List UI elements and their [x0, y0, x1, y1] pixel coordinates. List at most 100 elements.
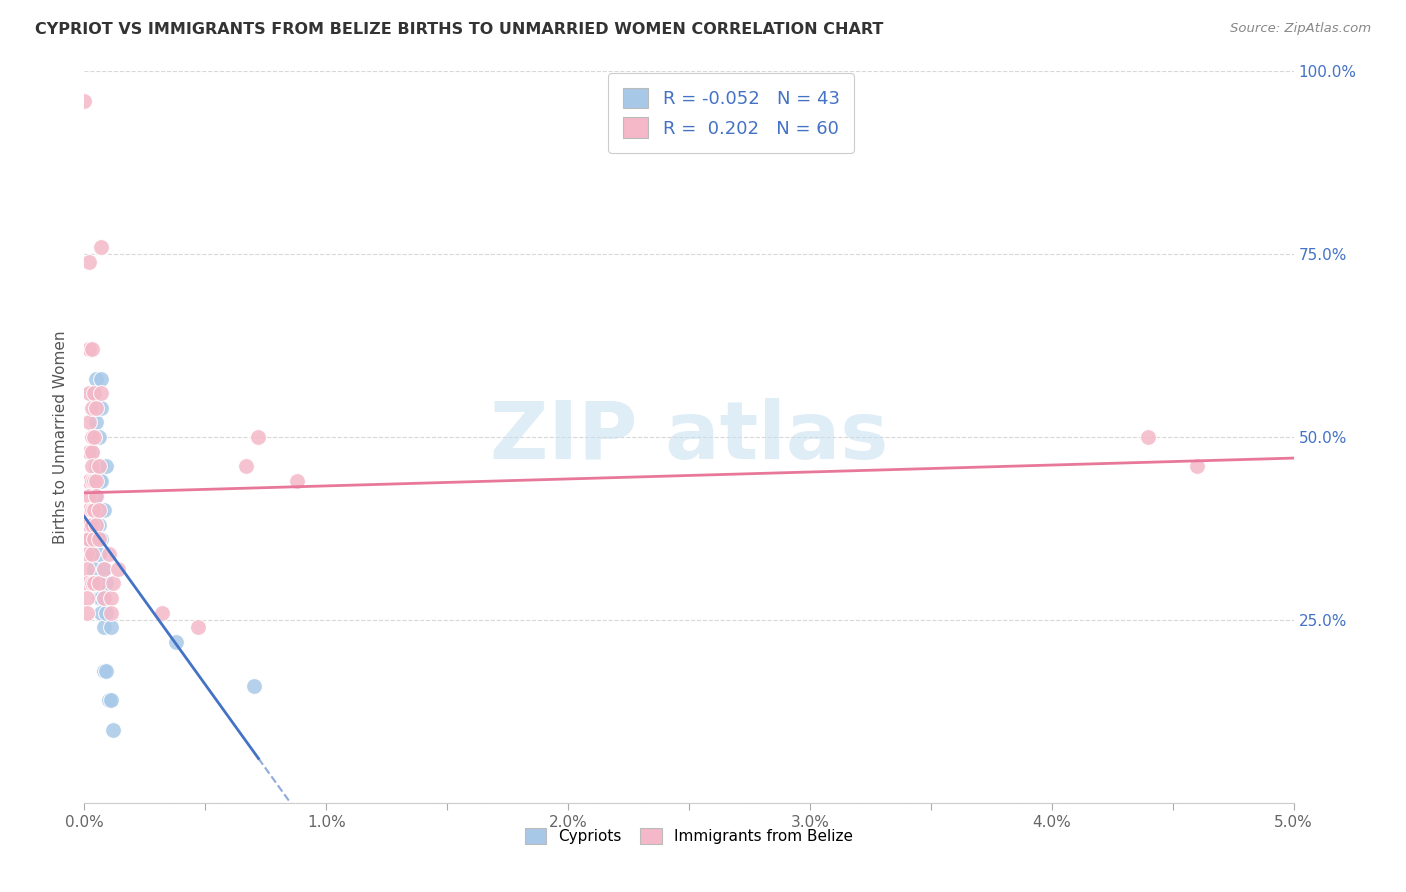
Text: ZIP atlas: ZIP atlas	[489, 398, 889, 476]
Point	[1185, 459, 1208, 474]
Point	[76, 503, 98, 517]
Legend: Cypriots, Immigrants from Belize: Cypriots, Immigrants from Belize	[519, 822, 859, 850]
Point	[77, 254, 100, 268]
Text: CYPRIOT VS IMMIGRANTS FROM BELIZE BIRTHS TO UNMARRIED WOMEN CORRELATION CHART: CYPRIOT VS IMMIGRANTS FROM BELIZE BIRTHS…	[35, 22, 883, 37]
Point	[86, 517, 108, 532]
Point	[87, 459, 110, 474]
Point	[87, 517, 110, 532]
Point	[76, 533, 98, 547]
Point	[87, 576, 110, 591]
Point	[77, 343, 100, 357]
Point	[86, 489, 108, 503]
Point	[93, 664, 115, 678]
Point	[80, 503, 103, 517]
Point	[83, 517, 105, 532]
Point	[76, 474, 98, 488]
Point	[83, 503, 105, 517]
Point	[86, 474, 108, 488]
Point	[90, 371, 112, 385]
Point	[93, 503, 115, 517]
Point	[285, 474, 308, 488]
Point	[86, 489, 108, 503]
Point	[76, 547, 98, 561]
Point	[80, 430, 103, 444]
Point	[80, 576, 103, 591]
Point	[87, 547, 110, 561]
Point	[90, 474, 112, 488]
Point	[94, 576, 117, 591]
Point	[93, 620, 115, 634]
Point	[80, 401, 103, 415]
Point	[86, 517, 108, 532]
Point	[165, 635, 187, 649]
Point	[93, 591, 115, 605]
Point	[247, 430, 270, 444]
Point	[103, 576, 125, 591]
Point	[80, 343, 103, 357]
Point	[90, 591, 112, 605]
Point	[86, 459, 108, 474]
Point	[90, 386, 112, 401]
Point	[103, 723, 125, 737]
Point	[80, 474, 103, 488]
Point	[80, 386, 103, 401]
Point	[77, 386, 100, 401]
Point	[90, 240, 112, 254]
Point	[86, 416, 108, 430]
Y-axis label: Births to Unmarried Women: Births to Unmarried Women	[53, 330, 69, 544]
Point	[73, 533, 96, 547]
Point	[94, 459, 117, 474]
Point	[87, 533, 110, 547]
Point	[100, 606, 122, 620]
Point	[90, 576, 112, 591]
Point	[80, 459, 103, 474]
Point	[76, 591, 98, 605]
Point	[97, 693, 120, 707]
Point	[87, 576, 110, 591]
Point	[77, 474, 100, 488]
Point	[90, 503, 112, 517]
Point	[80, 444, 103, 458]
Point	[83, 474, 105, 488]
Point	[80, 474, 103, 488]
Point	[90, 459, 112, 474]
Point	[100, 591, 122, 605]
Point	[93, 562, 115, 576]
Point	[80, 547, 103, 561]
Point	[86, 371, 108, 385]
Point	[86, 401, 108, 415]
Point	[73, 94, 96, 108]
Point	[87, 503, 110, 517]
Point	[83, 386, 105, 401]
Point	[107, 562, 129, 576]
Point	[83, 533, 105, 547]
Point	[90, 533, 112, 547]
Point	[77, 489, 100, 503]
Point	[76, 606, 98, 620]
Point	[76, 517, 98, 532]
Point	[235, 459, 257, 474]
Point	[1137, 430, 1160, 444]
Point	[77, 416, 100, 430]
Point	[87, 591, 110, 605]
Point	[100, 620, 122, 634]
Point	[77, 503, 100, 517]
Point	[150, 606, 173, 620]
Point	[77, 533, 100, 547]
Point	[93, 562, 115, 576]
Point	[90, 401, 112, 415]
Point	[93, 591, 115, 605]
Point	[94, 664, 117, 678]
Point	[80, 517, 103, 532]
Point	[76, 562, 98, 576]
Point	[76, 576, 98, 591]
Point	[83, 430, 105, 444]
Point	[87, 474, 110, 488]
Point	[77, 517, 100, 532]
Point	[242, 679, 264, 693]
Point	[94, 606, 117, 620]
Point	[83, 562, 105, 576]
Point	[87, 533, 110, 547]
Point	[187, 620, 209, 634]
Point	[83, 576, 105, 591]
